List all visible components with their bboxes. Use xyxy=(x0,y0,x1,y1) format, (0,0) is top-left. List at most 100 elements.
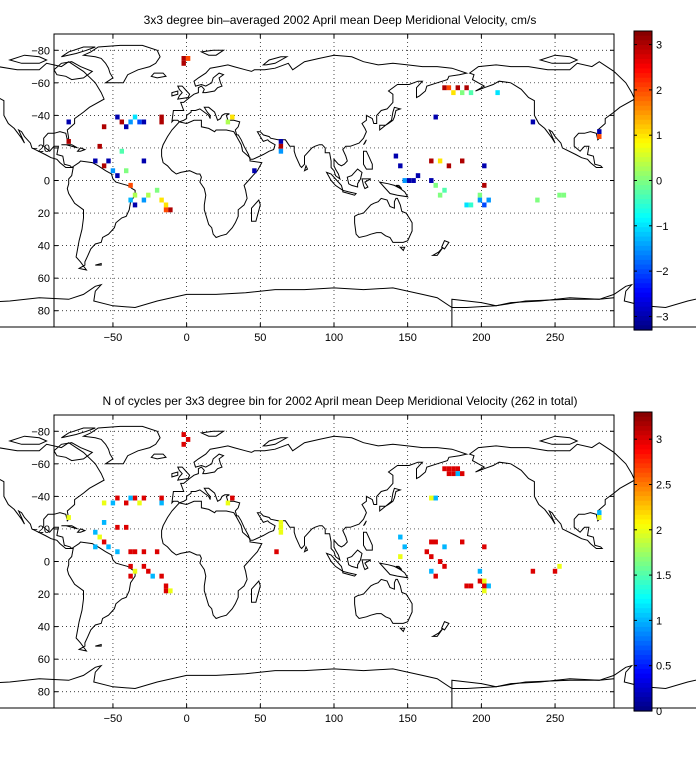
colorbar-step xyxy=(634,222,652,228)
bin-cell xyxy=(66,515,71,520)
coastline xyxy=(81,44,161,84)
coastline xyxy=(361,178,372,190)
bin-cell xyxy=(97,534,102,540)
x-tick-label: 150 xyxy=(399,332,417,344)
coastline xyxy=(150,72,167,79)
bin-cell xyxy=(181,56,186,61)
bin-cell xyxy=(482,578,487,584)
bin-cell xyxy=(455,471,461,477)
x-tick-label: 200 xyxy=(472,332,490,344)
bin-cell xyxy=(128,197,133,203)
colorbar-step xyxy=(634,166,652,172)
colorbar-step xyxy=(634,315,652,322)
coastline xyxy=(8,435,48,445)
y-tick-label: −60 xyxy=(31,459,50,471)
colorbar-step xyxy=(634,59,652,65)
coastline xyxy=(8,54,48,64)
bin-cell xyxy=(163,583,169,589)
bin-cell xyxy=(446,466,452,472)
bin-cell xyxy=(482,544,487,550)
coastline xyxy=(261,56,289,66)
x-tick-label: 100 xyxy=(325,332,343,344)
bin-cell xyxy=(163,588,169,594)
colorbar-step xyxy=(634,245,652,252)
coastline xyxy=(378,181,409,198)
colorbar-step xyxy=(634,217,652,224)
bin-cell xyxy=(530,568,536,574)
bin-cell xyxy=(181,441,186,447)
coastline xyxy=(538,435,579,445)
colorbar-tick-label: 2.5 xyxy=(656,479,671,491)
coastline xyxy=(161,500,263,620)
colorbar-step xyxy=(634,35,652,41)
colorbar-step xyxy=(634,626,652,633)
x-tick-label: 200 xyxy=(472,713,490,725)
colorbar-tick-label: 2 xyxy=(656,525,662,537)
bin-cell xyxy=(437,158,443,164)
coastline xyxy=(53,61,94,81)
colorbar-step xyxy=(634,301,652,308)
bin-cell xyxy=(141,119,147,125)
colorbar-step xyxy=(634,645,652,651)
y-tick-label: 60 xyxy=(38,273,50,285)
coastline xyxy=(451,664,696,709)
bin-cell xyxy=(115,549,120,555)
colorbar-tick-label: 3 xyxy=(656,40,662,52)
bins xyxy=(66,432,602,594)
colorbar-step xyxy=(634,542,652,549)
colorbar-step xyxy=(634,320,652,326)
colorbar-step xyxy=(634,472,652,478)
coastline xyxy=(363,139,367,146)
coastline xyxy=(325,552,344,573)
bin-cell xyxy=(398,554,403,560)
colorbar-step xyxy=(634,45,652,51)
colorbar-step xyxy=(634,566,652,572)
bin-cell xyxy=(163,207,169,213)
coastline xyxy=(451,283,696,328)
colorbar-step xyxy=(634,77,652,83)
bin-cell xyxy=(159,119,164,125)
colorbar-step xyxy=(634,682,652,689)
bin-cell xyxy=(124,168,129,174)
coastline xyxy=(66,541,136,652)
colorbar-step xyxy=(634,444,652,450)
bin-cell xyxy=(429,178,434,183)
coastline xyxy=(81,425,161,465)
bin-cell xyxy=(141,158,147,164)
bin-cell xyxy=(442,544,447,550)
coastline xyxy=(354,197,413,243)
colorbar-tick-label: 0.5 xyxy=(656,661,671,673)
colorbar-step xyxy=(634,678,652,684)
coastline xyxy=(0,664,615,709)
coastline xyxy=(378,562,409,579)
bin-cell xyxy=(433,539,438,545)
bin-cell xyxy=(402,544,407,550)
colorbar-step xyxy=(634,124,652,130)
bin-cell xyxy=(132,202,138,208)
bin-cell xyxy=(433,573,438,579)
bin-cell xyxy=(106,158,111,164)
x-tick-label: 150 xyxy=(399,713,417,725)
colorbar-step xyxy=(634,524,652,530)
colorbar-step xyxy=(634,440,652,446)
colorbar-step xyxy=(634,533,652,539)
bin-cell xyxy=(132,495,138,501)
bin-cell xyxy=(460,471,465,477)
y-tick-label: −60 xyxy=(31,78,50,90)
y-tick-label: 60 xyxy=(38,654,50,666)
bin-cell xyxy=(557,192,562,198)
colorbar-step xyxy=(634,449,652,455)
bin-cell xyxy=(278,529,284,535)
bin-cell xyxy=(141,495,147,501)
x-tick-label: 50 xyxy=(254,332,266,344)
colorbar-step xyxy=(634,101,652,107)
coastline xyxy=(468,61,636,168)
bin-cell xyxy=(424,549,430,555)
y-tick-label: 20 xyxy=(38,589,50,601)
colorbar-step xyxy=(634,82,652,88)
bin-cell xyxy=(159,500,164,506)
bin-cell xyxy=(442,187,447,193)
coastline xyxy=(176,466,191,481)
coastline xyxy=(430,627,444,637)
x-tick-label: −50 xyxy=(104,332,123,344)
